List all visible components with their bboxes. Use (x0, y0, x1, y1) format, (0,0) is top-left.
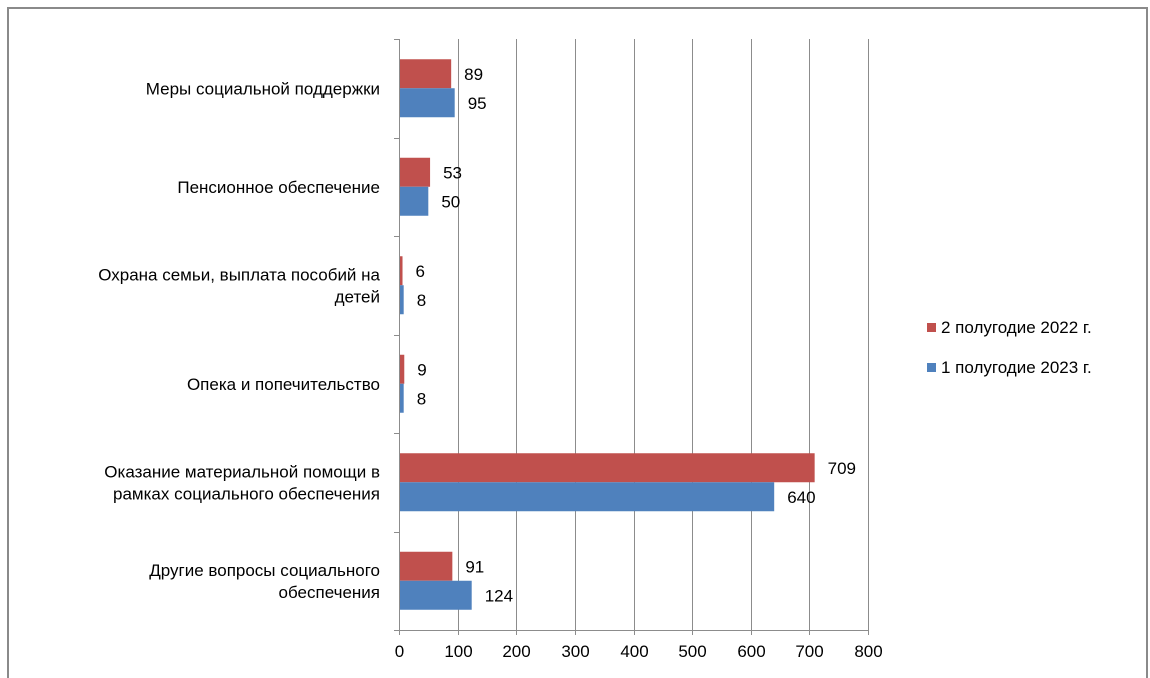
category-label: Охрана семьи, выплата пособий на (98, 265, 380, 284)
bar (400, 580, 472, 610)
data-label: 124 (485, 586, 513, 605)
bar (400, 88, 455, 118)
grid-lines (458, 39, 869, 630)
x-tick-label: 700 (795, 642, 823, 661)
x-tick-label: 200 (502, 642, 530, 661)
data-label: 53 (443, 163, 462, 182)
bar (400, 383, 404, 413)
data-label: 9 (417, 360, 426, 379)
bar (400, 354, 405, 384)
bar (400, 157, 431, 187)
axes (394, 39, 869, 635)
data-label: 95 (468, 94, 487, 113)
legend-swatch (927, 363, 936, 372)
category-label: обеспечения (279, 583, 380, 602)
category-label: Меры социальной поддержки (146, 79, 380, 98)
x-tick-label: 400 (620, 642, 648, 661)
bar (400, 285, 404, 315)
data-label: 709 (828, 459, 856, 478)
category-label: рамках социального обеспечения (113, 484, 380, 503)
x-tick-label: 100 (444, 642, 472, 661)
bar (400, 256, 403, 286)
chart-frame (7, 7, 1148, 678)
category-label: Оказание материальной помощи в (104, 462, 380, 481)
data-label: 89 (464, 65, 483, 84)
x-tick-label: 300 (561, 642, 589, 661)
category-label: детей (335, 287, 380, 306)
data-label: 640 (787, 488, 815, 507)
bars (400, 59, 815, 610)
bar (400, 551, 453, 581)
category-label: Другие вопросы социального (149, 561, 380, 580)
category-label: Пенсионное обеспечение (177, 178, 380, 197)
legend-label: 2 полугодие 2022 г. (941, 318, 1092, 337)
x-tick-label: 800 (854, 642, 882, 661)
legend: 2 полугодие 2022 г. 1 полугодие 2023 г. (927, 318, 1092, 377)
category-label: Опека и попечительство (187, 375, 380, 394)
x-tick-label: 600 (737, 642, 765, 661)
data-label: 8 (417, 291, 426, 310)
data-label: 50 (441, 192, 460, 211)
x-tick-label: 0 (395, 642, 404, 661)
data-label: 91 (465, 557, 484, 576)
legend-label: 1 полугодие 2023 г. (941, 358, 1092, 377)
data-label: 6 (416, 262, 425, 281)
bar (400, 482, 775, 512)
x-tick-label: 500 (678, 642, 706, 661)
bar (400, 453, 815, 483)
data-label: 8 (417, 389, 426, 408)
bar (400, 186, 429, 216)
legend-swatch (927, 323, 936, 332)
bar (400, 59, 452, 89)
